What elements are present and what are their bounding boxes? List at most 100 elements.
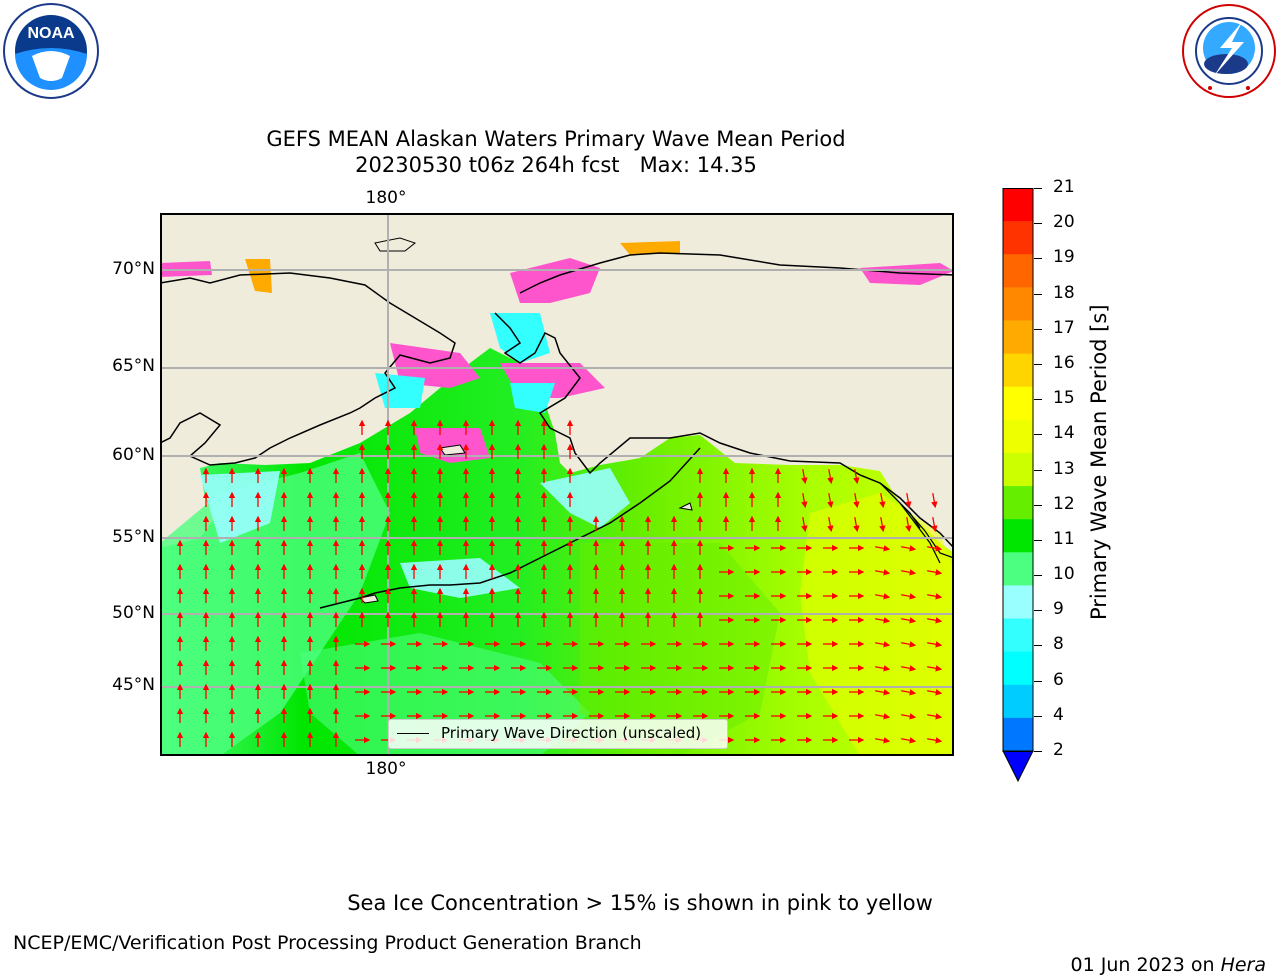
colorbar-tick-label: 4 [1053, 704, 1064, 725]
lat-label-60: 60°N [112, 445, 155, 465]
colorbar-frame [1002, 188, 1034, 752]
wave-arrow [874, 665, 891, 672]
colorbar-segment [1003, 552, 1033, 586]
colorbar-segment [1003, 585, 1033, 620]
colorbar-segment [1003, 221, 1033, 255]
colorbar-segment [1003, 651, 1033, 686]
map-frame [160, 213, 954, 756]
wave-arrow [926, 689, 943, 696]
wave-arrow [801, 516, 808, 533]
land-islands [358, 237, 693, 604]
wave-arrow [931, 492, 938, 509]
colorbar-tick-label: 2 [1053, 740, 1064, 760]
footer-machine: Hera [1220, 954, 1266, 976]
wave-arrow [926, 617, 943, 624]
lat-label-55: 55°N [112, 527, 155, 547]
colorbar-tick-mark [1034, 680, 1042, 682]
wave-arrow [900, 665, 917, 672]
plot-title-line1: GEFS MEAN Alaskan Waters Primary Wave Me… [266, 127, 846, 151]
colorbar-tick-mark [1034, 539, 1042, 541]
colorbar-tick-mark [1034, 434, 1042, 436]
colorbar-tick-label: 21 [1053, 177, 1075, 197]
wave-arrow [879, 516, 886, 533]
lat-label-70: 70°N [112, 259, 155, 279]
colorbar-tick-mark [1034, 293, 1042, 295]
wave-arrow [874, 713, 891, 720]
colorbar-segment [1003, 618, 1033, 653]
colorbar-tick-mark [1034, 469, 1042, 471]
wave-arrow [801, 468, 808, 485]
legend-line-sample [397, 733, 429, 734]
colorbar-extend-triangle [1002, 750, 1034, 783]
wave-arrow [874, 737, 891, 744]
colorbar-tick-label: 12 [1053, 493, 1075, 514]
sea-ice-areas [160, 241, 954, 463]
wave-arrow [926, 737, 943, 744]
wave-arrow [900, 641, 917, 648]
lon-label-bottom: 180° [365, 759, 407, 779]
footer-date-text: 01 Jun 2023 on [1070, 954, 1221, 976]
land-aleutian-chain [319, 447, 701, 609]
map-legend: Primary Wave Direction (unscaled) [388, 719, 728, 749]
wave-arrow [874, 569, 891, 576]
colorbar-segment [1003, 320, 1033, 355]
colorbar-segment [1003, 452, 1033, 487]
colorbar-tick-mark [1034, 363, 1042, 365]
ocean-light-patch [200, 471, 280, 543]
wave-arrow [827, 468, 834, 485]
footer-date: 01 Jun 2023 on Hera [1058, 932, 1266, 976]
wave-arrow [905, 492, 912, 509]
colorbar-tick-mark [1034, 575, 1042, 577]
wave-arrow [874, 689, 891, 696]
wave-arrow [931, 516, 938, 533]
colorbar-tick-mark [1034, 399, 1042, 401]
footer-org: NCEP/EMC/Verification Post Processing Pr… [13, 932, 642, 954]
map-gridlines [160, 213, 954, 756]
wave-arrow [900, 593, 917, 600]
lat-label-45: 45°N [112, 675, 155, 695]
wave-arrow [900, 545, 917, 552]
ice-note: Sea Ice Concentration > 15% is shown in … [347, 891, 933, 915]
colorbar-tick-label: 17 [1053, 317, 1075, 338]
colorbar-segment [1003, 717, 1033, 752]
colorbar-tick-label: 11 [1053, 528, 1075, 549]
colorbar-tick-label: 9 [1053, 599, 1064, 620]
colorbar-tick-label: 15 [1053, 388, 1075, 409]
wave-arrow [900, 617, 917, 624]
wave-arrow [853, 516, 860, 533]
noaa-logo-text: NOAA [27, 25, 75, 42]
wave-arrow [801, 492, 808, 509]
wave-arrow [827, 492, 834, 509]
colorbar-label: Primary Wave Mean Period [s] [1087, 304, 1111, 620]
colorbar-segment [1003, 519, 1033, 553]
colorbar-tick-mark [1034, 504, 1042, 506]
colorbar-tick-label: 16 [1053, 352, 1075, 373]
colorbar-tick-mark [1034, 258, 1042, 260]
colorbar-segment [1003, 419, 1033, 454]
wave-arrow [900, 713, 917, 720]
colorbar [1002, 188, 1034, 784]
legend-text: Primary Wave Direction (unscaled) [441, 724, 702, 742]
colorbar-tick-label: 19 [1053, 247, 1075, 268]
wave-arrow [926, 545, 943, 552]
wave-arrow [926, 593, 943, 600]
colorbar-tick-label: 18 [1053, 282, 1075, 303]
wave-arrow [900, 569, 917, 576]
colorbar-tick-label: 10 [1053, 564, 1075, 585]
colorbar-segment [1003, 188, 1033, 222]
wave-arrow [879, 492, 886, 509]
wave-arrow [926, 569, 943, 576]
colorbar-tick-mark [1034, 645, 1042, 647]
map-panel [160, 213, 954, 756]
ocean-light-patch [540, 468, 630, 528]
wave-arrow [853, 468, 860, 485]
wave-arrow [905, 516, 912, 533]
colorbar-tick-mark [1034, 610, 1042, 612]
wave-arrow [926, 713, 943, 720]
land-southeast-islands [879, 482, 954, 564]
colorbar-tick-label: 8 [1053, 634, 1064, 655]
colorbar-tick-mark [1034, 188, 1042, 189]
colorbar-tick-mark [1034, 715, 1042, 717]
wave-arrow [874, 617, 891, 624]
wave-arrow [853, 492, 860, 509]
